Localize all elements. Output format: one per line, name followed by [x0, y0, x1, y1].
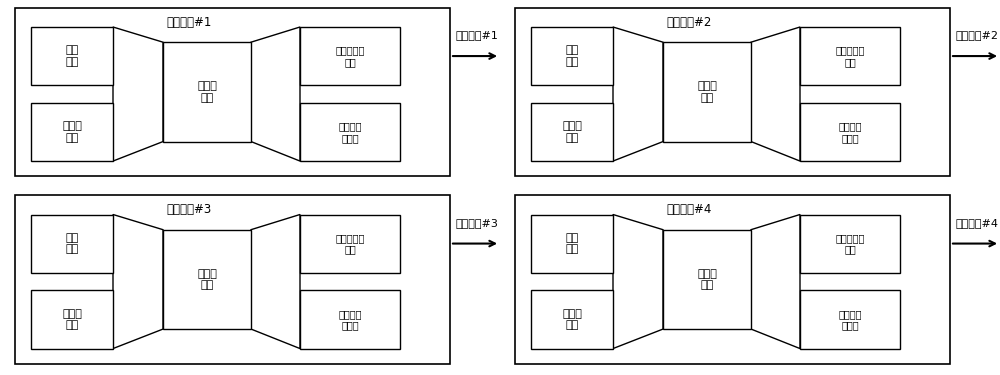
Text: 通信
模块: 通信 模块 — [65, 233, 79, 254]
Bar — [300, 27, 400, 85]
Bar — [800, 214, 900, 273]
Bar — [15, 195, 450, 364]
Text: 超声波接
收模块: 超声波接 收模块 — [338, 121, 362, 143]
Bar — [531, 103, 613, 161]
Text: 序列信号#4: 序列信号#4 — [955, 218, 998, 228]
Text: 传感器
模块: 传感器 模块 — [62, 121, 82, 143]
Bar — [531, 290, 613, 349]
Text: 序列信号#1: 序列信号#1 — [455, 30, 498, 40]
Polygon shape — [613, 27, 663, 161]
Text: 超声波接
收模块: 超声波接 收模块 — [838, 121, 862, 143]
Bar — [31, 214, 113, 273]
Polygon shape — [113, 27, 163, 161]
Text: 通信
模块: 通信 模块 — [565, 45, 579, 67]
Bar — [531, 27, 613, 85]
Text: 传感器
模块: 传感器 模块 — [562, 309, 582, 330]
Text: 超声波发送
模块: 超声波发送 模块 — [835, 45, 865, 67]
Text: 通信
模块: 通信 模块 — [565, 233, 579, 254]
Polygon shape — [251, 214, 300, 349]
Bar — [15, 8, 450, 176]
Bar — [800, 290, 900, 349]
Text: 主处理
模块: 主处理 模块 — [697, 81, 717, 103]
Text: 序列信号#3: 序列信号#3 — [455, 218, 498, 228]
Text: 主处理
模块: 主处理 模块 — [697, 268, 717, 290]
Polygon shape — [251, 27, 300, 161]
Polygon shape — [751, 27, 800, 161]
Bar — [163, 230, 251, 329]
Text: 超声波发送
模块: 超声波发送 模块 — [335, 233, 365, 254]
Bar — [663, 42, 751, 141]
Text: 终端设备#1: 终端设备#1 — [166, 16, 212, 29]
Text: 超声波接
收模块: 超声波接 收模块 — [838, 309, 862, 330]
Text: 主处理
模块: 主处理 模块 — [197, 81, 217, 103]
Text: 超声波发送
模块: 超声波发送 模块 — [335, 45, 365, 67]
Text: 超声波发送
模块: 超声波发送 模块 — [835, 233, 865, 254]
Bar — [515, 195, 950, 364]
Bar — [800, 103, 900, 161]
Polygon shape — [751, 214, 800, 349]
Bar — [163, 42, 251, 141]
Text: 超声波接
收模块: 超声波接 收模块 — [338, 309, 362, 330]
Text: 通信
模块: 通信 模块 — [65, 45, 79, 67]
Bar — [663, 230, 751, 329]
Bar — [300, 214, 400, 273]
Text: 序列信号#2: 序列信号#2 — [955, 30, 998, 40]
Polygon shape — [113, 214, 163, 349]
Bar — [531, 214, 613, 273]
Text: 终端设备#2: 终端设备#2 — [666, 16, 712, 29]
Bar — [31, 290, 113, 349]
Polygon shape — [613, 214, 663, 349]
Text: 传感器
模块: 传感器 模块 — [62, 309, 82, 330]
Text: 传感器
模块: 传感器 模块 — [562, 121, 582, 143]
Text: 主处理
模块: 主处理 模块 — [197, 268, 217, 290]
Bar — [300, 103, 400, 161]
Text: 终端设备#4: 终端设备#4 — [666, 203, 712, 216]
Bar — [31, 103, 113, 161]
Bar — [31, 27, 113, 85]
Bar — [515, 8, 950, 176]
Bar — [300, 290, 400, 349]
Text: 终端设备#3: 终端设备#3 — [166, 203, 212, 216]
Bar — [800, 27, 900, 85]
